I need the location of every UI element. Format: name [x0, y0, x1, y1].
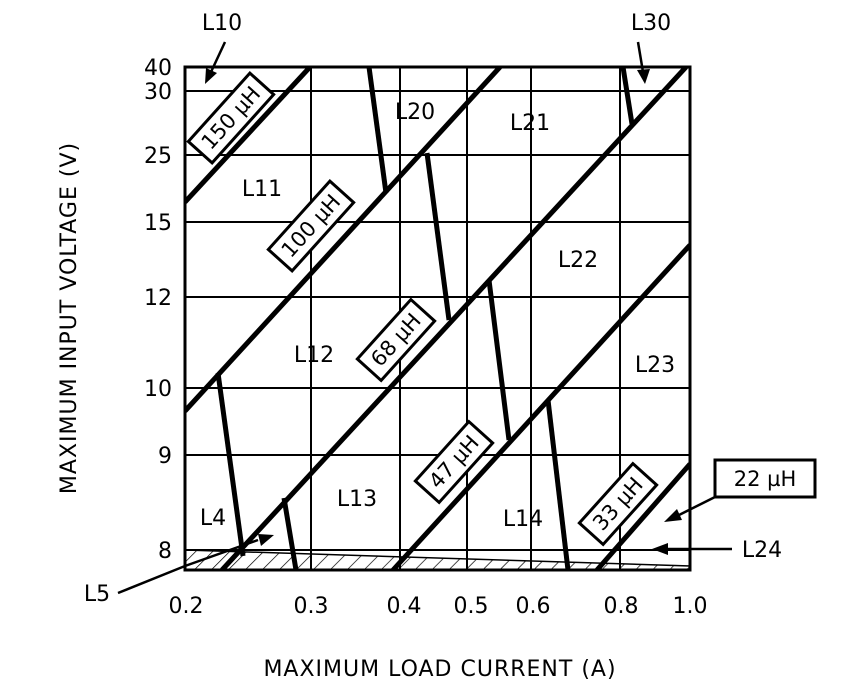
- diagonal-boundaries: [185, 67, 690, 570]
- label-22uh: 22 µH: [713, 458, 817, 499]
- boundary-l22-l13: [486, 279, 512, 441]
- x-axis-title: MAXIMUM LOAD CURRENT (A): [263, 657, 616, 682]
- x-tick-0.3: 0.3: [294, 594, 329, 619]
- boundary-68uh: [220, 67, 688, 570]
- y-tick-25: 25: [144, 144, 172, 169]
- callout-arrows: [117, 41, 732, 595]
- arrow-l24: [652, 543, 732, 555]
- region-l22: L22: [558, 248, 598, 273]
- region-l13: L13: [337, 487, 377, 512]
- x-tick-0.2: 0.2: [169, 594, 204, 619]
- region-l20: L20: [395, 100, 435, 125]
- x-tick-1.0: 1.0: [673, 594, 708, 619]
- region-l14: L14: [503, 507, 543, 532]
- label-47uh: 47 µH: [413, 419, 495, 505]
- arrow-l30: [636, 41, 650, 84]
- region-l21: L21: [510, 111, 550, 136]
- region-l23: L23: [635, 353, 675, 378]
- y-tick-12: 12: [144, 286, 172, 311]
- arrow-l5: [117, 534, 274, 595]
- y-axis-title: MAXIMUM INPUT VOLTAGE (V): [57, 142, 82, 494]
- boundary-l21-l12: [424, 152, 452, 321]
- region-l30: L30: [631, 11, 671, 36]
- x-tick-0.5: 0.5: [454, 594, 489, 619]
- boundary-l20-l11: [366, 66, 389, 194]
- boundary-l30: [620, 66, 635, 125]
- inductance-labels: 150 µH 100 µH 68 µH 47 µH 33 µH 22 µH: [186, 70, 817, 547]
- y-tick-15: 15: [144, 211, 172, 236]
- x-axis-ticks: 0.2 0.3 0.4 0.5 0.6 0.8 1.0: [169, 594, 708, 619]
- y-tick-40: 40: [144, 56, 172, 81]
- boundary-150uh: [185, 67, 312, 204]
- y-tick-30: 30: [144, 80, 172, 105]
- y-tick-9: 9: [158, 444, 172, 469]
- y-tick-8: 8: [158, 539, 172, 564]
- region-l24: L24: [742, 538, 782, 563]
- region-l4: L4: [200, 506, 226, 531]
- region-l10: L10: [202, 11, 242, 36]
- region-l5: L5: [84, 582, 110, 607]
- region-labels: L10 L30 L20 L21 L11 L22 L12 L23 L13 L4 L…: [84, 11, 782, 607]
- y-axis-ticks: 40 30 25 15 12 10 9 8: [144, 56, 172, 564]
- x-tick-0.8: 0.8: [604, 594, 639, 619]
- x-tick-0.4: 0.4: [387, 594, 422, 619]
- steep-boundaries: [215, 66, 635, 571]
- label-33uh: 33 µH: [577, 461, 659, 547]
- boundary-100uh: [185, 67, 502, 413]
- boundary-47uh: [391, 243, 690, 570]
- plot-frame: [183, 65, 692, 572]
- boundary-l13-l4: [281, 497, 299, 571]
- boundary-33uh: [595, 462, 690, 570]
- boundary-l12-l4: [215, 372, 246, 557]
- label-68uh: 68 µH: [355, 297, 437, 383]
- x-tick-0.6: 0.6: [516, 594, 551, 619]
- region-l11: L11: [242, 177, 282, 202]
- boundary-l23-l14: [545, 399, 571, 571]
- arrow-22uh: [664, 495, 716, 522]
- label-22uh-text: 22 µH: [734, 467, 797, 491]
- region-l12: L12: [294, 343, 334, 368]
- arrow-l10: [205, 41, 227, 84]
- y-tick-10: 10: [144, 377, 172, 402]
